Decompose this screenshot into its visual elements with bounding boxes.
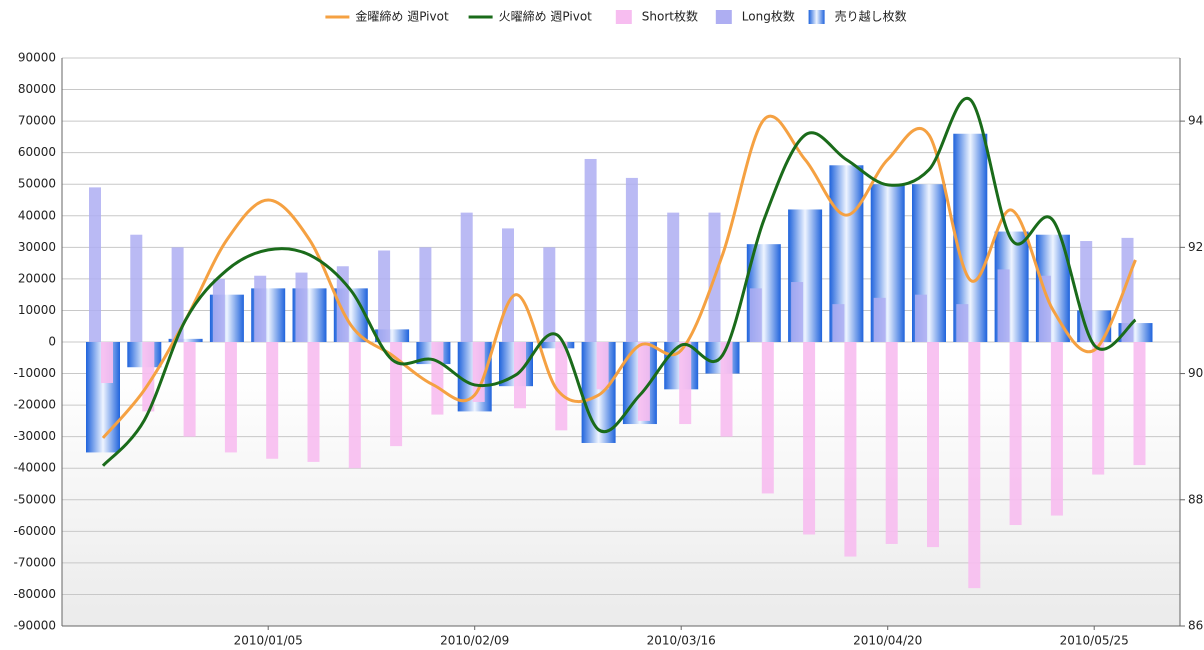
pivot-line — [101, 96, 1137, 467]
y-tick-label: 70000 — [18, 114, 56, 128]
long-bar — [749, 288, 762, 342]
short-bar — [1050, 342, 1063, 516]
y2-tick-label: 88 — [1188, 492, 1203, 506]
y-tick-label: -90000 — [13, 619, 56, 633]
y-tick-label: -50000 — [13, 492, 56, 506]
y-tick-label: 90000 — [18, 51, 56, 65]
short-bar — [555, 342, 568, 431]
short-bar — [679, 342, 692, 425]
legend-label: 金曜締め 週Pivot — [355, 9, 449, 24]
short-bar — [927, 342, 939, 548]
long-bar — [584, 158, 597, 342]
long-bar — [543, 247, 556, 342]
short-bar — [224, 342, 237, 453]
y-tick-label: -30000 — [13, 429, 56, 443]
long-bar — [997, 269, 1010, 342]
short-bar — [266, 342, 279, 459]
short-bar — [142, 342, 155, 412]
short-bar — [390, 342, 403, 447]
short-bar — [431, 342, 444, 415]
x-tick-label: 2010/02/09 — [440, 634, 509, 648]
legend-label: 火曜締め 週Pivot — [499, 9, 593, 24]
y-tick-label: 30000 — [18, 240, 56, 254]
short-bar — [885, 342, 898, 544]
legend-item: 売り越し枚数 — [808, 9, 907, 24]
short-bar — [637, 342, 650, 421]
short-bar — [183, 342, 196, 437]
y-tick-label: 0 — [48, 335, 56, 349]
long-bar — [130, 234, 143, 342]
long-bar — [832, 304, 845, 342]
long-bar — [873, 297, 886, 342]
y-tick-label: 80000 — [18, 82, 56, 96]
y-tick-label: 60000 — [18, 145, 56, 159]
short-bar — [1133, 342, 1146, 466]
legend-item: 金曜締め 週Pivot — [325, 9, 449, 24]
long-bar — [956, 304, 969, 342]
legend-label: Long枚数 — [742, 9, 795, 24]
pivot-line — [101, 114, 1137, 439]
y2-tick-label: 90 — [1188, 366, 1203, 380]
short-bar — [968, 342, 981, 589]
x-tick-label: 2010/01/05 — [234, 634, 303, 648]
long-bar — [295, 272, 308, 342]
legend-label: Short枚数 — [642, 9, 698, 24]
y-tick-label: -40000 — [13, 461, 56, 475]
long-bar — [171, 247, 184, 342]
short-bar — [514, 342, 526, 409]
long-bar — [791, 282, 804, 342]
long-bar — [254, 275, 267, 342]
short-bar — [1092, 342, 1105, 475]
short-bar — [761, 342, 774, 494]
y2-tick-label: 92 — [1188, 240, 1203, 254]
legend-swatch — [808, 10, 825, 24]
long-bar — [212, 278, 225, 342]
long-bar — [667, 212, 680, 342]
short-bar — [307, 342, 320, 462]
y-tick-label: -60000 — [13, 524, 56, 538]
net-bar — [168, 338, 203, 342]
y-tick-label: -80000 — [13, 587, 56, 601]
y-tick-label: -10000 — [13, 366, 56, 380]
long-bar — [625, 177, 638, 342]
long-bar — [419, 247, 432, 342]
long-bar — [89, 187, 101, 342]
y2-tick-label: 86 — [1188, 619, 1203, 633]
legend-item: Short枚数 — [615, 9, 698, 24]
short-bar — [844, 342, 857, 557]
long-bar — [460, 212, 473, 342]
y-tick-label: -20000 — [13, 398, 56, 412]
legend-swatch — [615, 10, 632, 24]
x-tick-label: 2010/05/25 — [1060, 634, 1129, 648]
x-tick-label: 2010/03/16 — [647, 634, 716, 648]
legend-item: 火曜締め 週Pivot — [468, 9, 593, 24]
y-tick-label: 50000 — [18, 177, 56, 191]
y-tick-label: -70000 — [13, 555, 56, 569]
short-bar — [101, 342, 113, 384]
long-bar — [915, 294, 927, 342]
short-bar — [348, 342, 361, 469]
x-tick-label: 2010/04/20 — [853, 634, 922, 648]
short-bar — [720, 342, 733, 437]
y2-tick-label: 94 — [1188, 114, 1203, 128]
legend-swatch — [715, 10, 732, 24]
long-bar — [378, 250, 391, 342]
long-bar — [1121, 237, 1134, 342]
short-bar — [803, 342, 816, 535]
y-tick-label: 40000 — [18, 208, 56, 222]
legend-label: 売り越し枚数 — [835, 9, 907, 24]
y-tick-label: 10000 — [18, 303, 56, 317]
y-tick-label: 20000 — [18, 271, 56, 285]
short-bar — [1009, 342, 1022, 526]
long-bar — [1038, 275, 1051, 342]
short-bar — [596, 342, 609, 390]
legend-item: Long枚数 — [715, 9, 795, 24]
long-bar — [502, 228, 514, 342]
